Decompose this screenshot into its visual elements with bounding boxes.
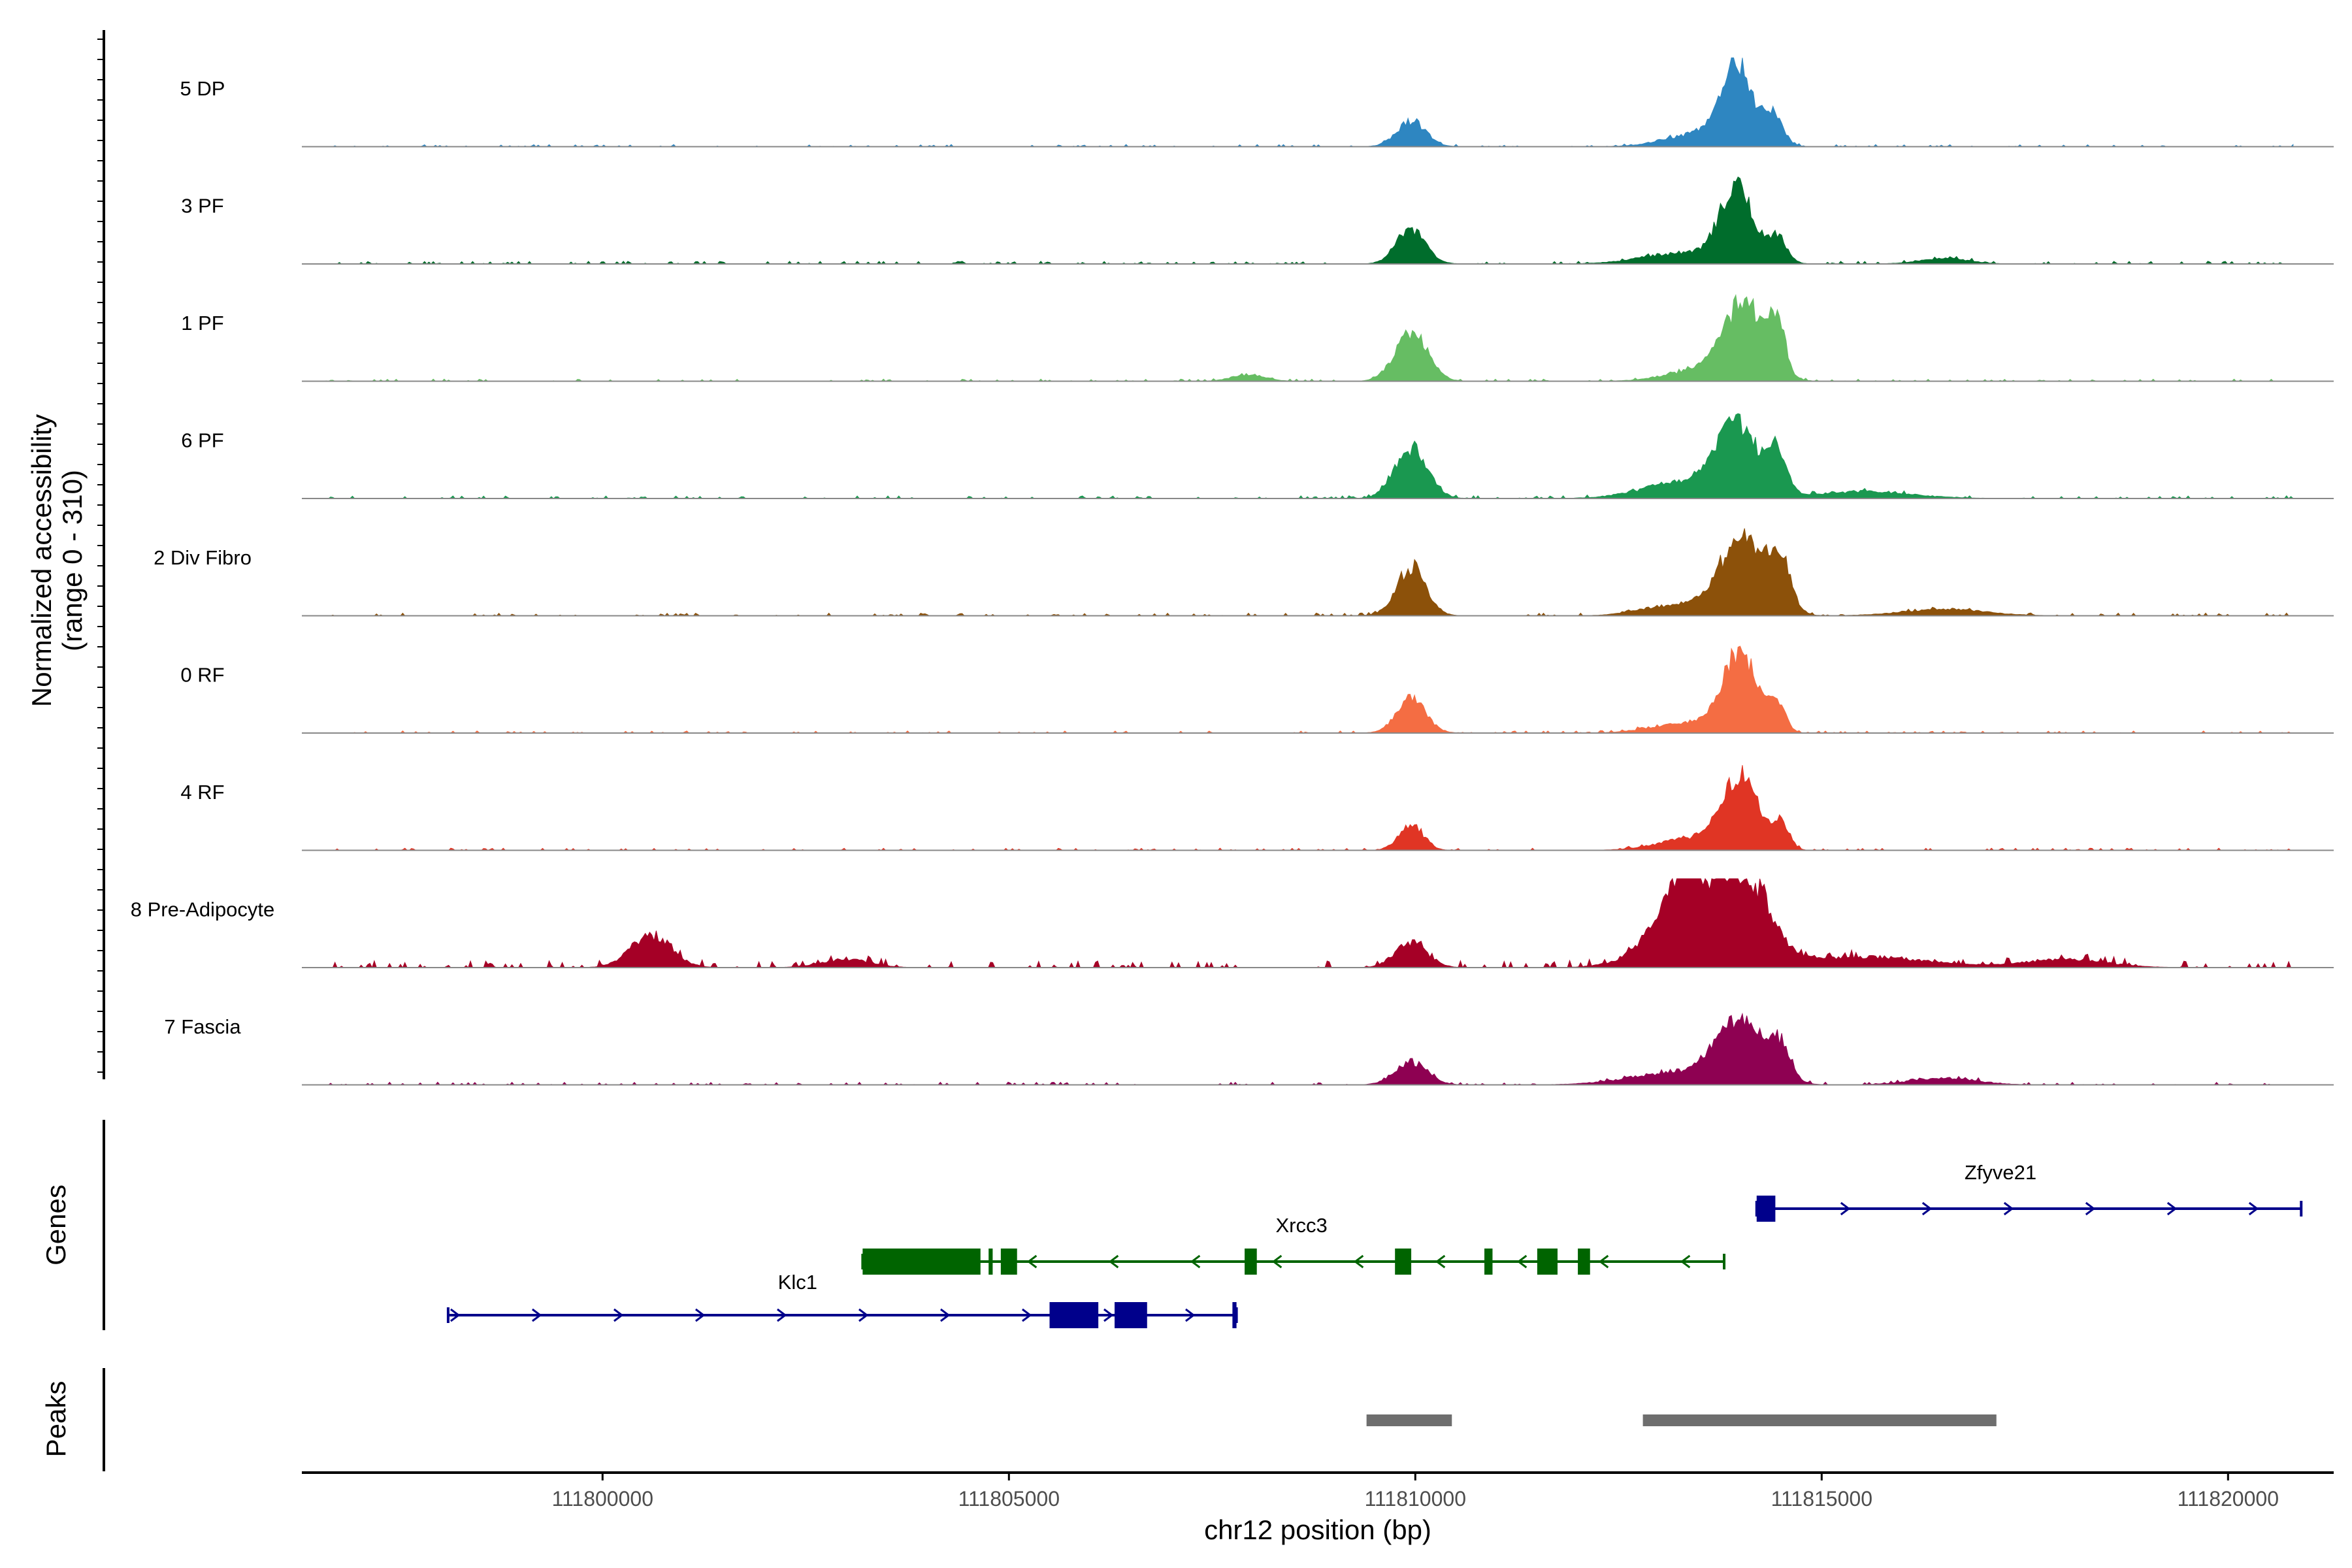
exon	[1578, 1249, 1590, 1275]
strand-arrow	[1921, 1201, 1933, 1216]
exon	[1756, 1196, 1776, 1222]
exon	[988, 1249, 993, 1275]
strand-arrow	[1190, 1254, 1201, 1269]
exon	[1115, 1302, 1147, 1328]
track-label: 6 PF	[181, 429, 223, 452]
gene-label: Klc1	[778, 1271, 817, 1294]
gene-label: Zfyve21	[1965, 1161, 2036, 1184]
exon	[1484, 1249, 1493, 1275]
coverage-area	[326, 877, 2293, 969]
strand-arrow	[1435, 1254, 1446, 1269]
y-axis-subtitle: (range 0 - 310)	[57, 470, 88, 651]
gene-label: Xrcc3	[1275, 1214, 1327, 1237]
coverage-area	[326, 528, 2293, 617]
genes-panel-title: Genes	[41, 1184, 71, 1266]
x-tick-label: 111805000	[958, 1487, 1060, 1511]
exon	[862, 1249, 981, 1275]
strand-arrow	[1103, 1308, 1114, 1322]
strand-arrow	[1840, 1201, 1851, 1216]
exon	[1049, 1302, 1099, 1328]
coverage-area	[326, 765, 2293, 851]
x-axis-title: chr12 position (bp)	[1204, 1514, 1431, 1545]
strand-arrow	[1022, 1308, 1032, 1322]
track-label: 8 Pre-Adipocyte	[131, 898, 275, 921]
strand-arrow	[1108, 1254, 1119, 1269]
track-label: 2 Div Fibro	[154, 546, 252, 569]
track-label: 1 PF	[181, 312, 223, 335]
coverage-area	[326, 176, 2293, 265]
track-label: 0 RF	[180, 664, 224, 687]
strand-arrow	[777, 1308, 787, 1322]
peak-regions-track	[1366, 1414, 1997, 1426]
exon	[1245, 1249, 1257, 1275]
y-axis-title: Normalized accessibility	[26, 414, 57, 707]
coverage-area	[325, 294, 2293, 382]
strand-arrow	[695, 1308, 706, 1322]
coverage-tracks: 5 DP 3 PF 1 PF 6 PF 2 Div Fibro 0 RF 4 RF 8 Pre…	[131, 57, 2334, 1086]
coverage-area	[326, 413, 2294, 499]
strand-arrow	[1026, 1254, 1037, 1269]
exon	[1395, 1249, 1412, 1275]
accessibility-axis-ticks	[97, 39, 104, 1073]
strand-arrow	[1353, 1254, 1364, 1269]
strand-arrow	[1516, 1254, 1527, 1269]
coverage-area	[326, 1012, 2293, 1086]
strand-arrow	[1598, 1254, 1609, 1269]
exon	[1537, 1249, 1558, 1275]
strand-arrow	[613, 1308, 624, 1322]
x-tick-label: 111820000	[2178, 1487, 2279, 1511]
exon	[1000, 1249, 1017, 1275]
strand-arrow	[858, 1308, 869, 1322]
track-label: 7 Fascia	[164, 1015, 241, 1038]
strand-arrow	[2166, 1201, 2178, 1216]
track-label: 4 RF	[180, 781, 224, 804]
peak-region	[1366, 1414, 1452, 1426]
peaks-panel-title: Peaks	[41, 1381, 71, 1458]
gene-annotation-track: Zfyve21 Xrcc3 Klc1	[446, 1161, 2303, 1328]
strand-arrow	[1185, 1308, 1196, 1322]
x-axis-ticks: 111800000 111805000 111810000 111815000 1118…	[552, 1473, 2279, 1511]
strand-arrow	[2003, 1201, 2014, 1216]
x-tick-label: 111800000	[552, 1487, 653, 1511]
x-tick-label: 111810000	[1365, 1487, 1466, 1511]
strand-arrow	[2085, 1201, 2096, 1216]
strand-arrow	[450, 1308, 461, 1322]
peak-region	[1642, 1414, 1997, 1426]
exon	[1232, 1302, 1237, 1328]
strand-arrow	[1271, 1254, 1282, 1269]
strand-arrow	[2248, 1201, 2259, 1216]
track-label: 5 DP	[180, 77, 225, 100]
coverage-area	[326, 57, 2294, 148]
strand-arrow	[940, 1308, 951, 1322]
strand-arrow	[1680, 1254, 1691, 1269]
track-label: 3 PF	[181, 195, 223, 218]
strand-arrow	[532, 1308, 542, 1322]
coverage-area	[326, 645, 2293, 734]
x-tick-label: 111815000	[1771, 1487, 1872, 1511]
